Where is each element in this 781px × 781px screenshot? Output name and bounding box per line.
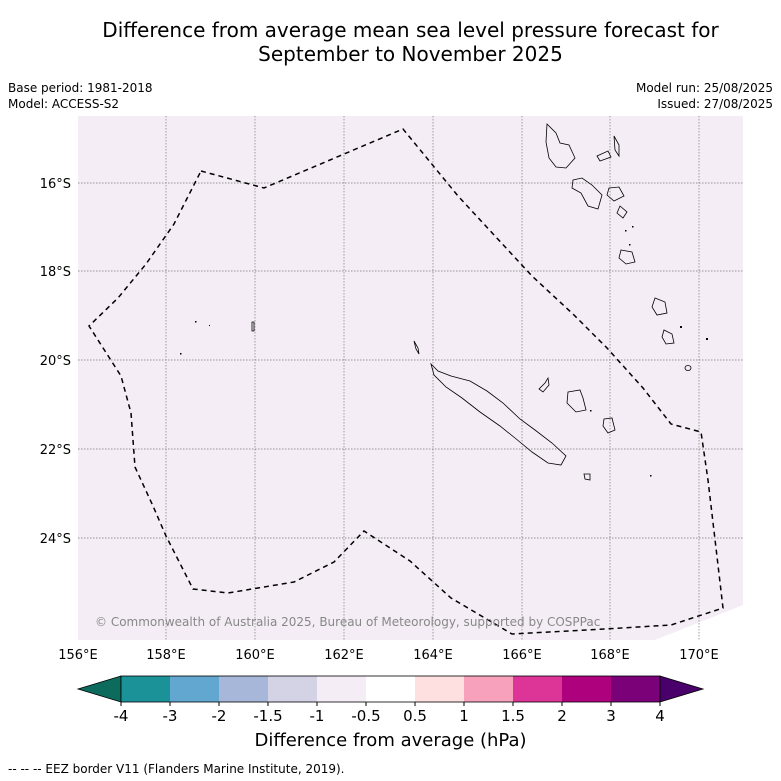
ambae-island — [596, 150, 612, 162]
lon-label: 156°E — [58, 648, 98, 663]
meta-left: Base period: 1981-2018 Model: ACCESS-S2 — [8, 80, 153, 112]
colorbar: -4 -3 -2 -1.5 -1 -0.5 0.5 1 1.5 2 3 4 — [76, 675, 705, 725]
colorbar-tick-label: -0.5 — [351, 707, 380, 725]
meta-right: Model run: 25/08/2025 Issued: 27/08/2025 — [636, 80, 773, 112]
gridlines — [78, 116, 743, 640]
lat-label: 20°S — [40, 354, 71, 369]
colorbar-outline — [120, 675, 661, 703]
ouvea-island — [538, 376, 550, 393]
aneityum-island — [684, 365, 692, 371]
colorbar-swatch — [513, 676, 562, 702]
eez-legend: -- -- -- EEZ border V11 (Flanders Marine… — [8, 762, 345, 776]
colorbar-tick-label: -1 — [310, 707, 325, 725]
lon-label: 170°E — [679, 648, 719, 663]
lon-label: 168°E — [590, 648, 630, 663]
ambrym-island — [606, 186, 625, 202]
colorbar-swatch — [219, 676, 268, 702]
erromango-island — [651, 297, 668, 316]
colorbar-extend-max — [659, 675, 705, 703]
colorbar-tick-label: -4 — [114, 707, 129, 725]
lon-label: 158°E — [146, 648, 186, 663]
colorbar-swatch — [611, 676, 660, 702]
colorbar-swatch — [268, 676, 317, 702]
lon-label: 160°E — [235, 648, 275, 663]
colorbar-swatch — [317, 676, 366, 702]
new-caledonia-island — [430, 362, 567, 466]
colorbar-swatch — [170, 676, 219, 702]
title-line-2: September to November 2025 — [258, 42, 563, 66]
colorbar-swatch — [366, 676, 415, 702]
lat-label: 16°S — [40, 177, 71, 192]
colorbar-tick-label: 2 — [557, 707, 567, 725]
map-edge-corner — [655, 605, 743, 640]
lat-label: 22°S — [40, 443, 71, 458]
efate-island — [618, 249, 636, 265]
colorbar-swatch — [121, 676, 170, 702]
small-islets — [180, 226, 708, 477]
colorbar-tick-label: -3 — [163, 707, 178, 725]
tanna-island — [661, 329, 675, 345]
lat-label: 24°S — [40, 532, 71, 547]
colorbar-tick-label: 1.5 — [501, 707, 525, 725]
maewo-island — [613, 135, 620, 158]
map-title: Difference from average mean sea level p… — [0, 18, 781, 66]
colorbar-tick-label: 1 — [459, 707, 469, 725]
espiritu-santo-island — [545, 123, 576, 169]
malakula-island — [571, 177, 603, 210]
colorbar-swatch — [415, 676, 464, 702]
lon-label: 162°E — [324, 648, 364, 663]
lon-label: 164°E — [413, 648, 453, 663]
title-line-1: Difference from average mean sea level p… — [102, 18, 719, 42]
colorbar-tick-label: 4 — [655, 707, 665, 725]
isle-of-pines — [583, 473, 591, 481]
copyright-text: © Commonwealth of Australia 2025, Bureau… — [95, 615, 600, 629]
chesterfield-reef — [251, 321, 255, 332]
epi-island — [616, 205, 628, 219]
colorbar-tick-label: -2 — [212, 707, 227, 725]
model-run: Model run: 25/08/2025 — [635, 81, 773, 95]
colorbar-tick-label: 3 — [606, 707, 616, 725]
colorbar-tick-label: 0.5 — [403, 707, 427, 725]
lifou-island — [566, 389, 587, 413]
colorbar-extend-min — [76, 675, 122, 703]
base-period: Base period: 1981-2018 — [8, 81, 153, 95]
eez-border — [88, 128, 724, 635]
map-area[interactable] — [78, 116, 743, 640]
mare-island — [602, 417, 616, 434]
issued-date: Issued: 27/08/2025 — [657, 97, 773, 111]
colorbar-tick-label: -1.5 — [253, 707, 282, 725]
colorbar-swatch — [562, 676, 611, 702]
colorbar-title: Difference from average (hPa) — [254, 730, 527, 751]
model-name: Model: ACCESS-S2 — [8, 97, 120, 111]
belep-islands — [413, 340, 420, 355]
lon-label: 166°E — [502, 648, 542, 663]
lat-label: 18°S — [40, 265, 71, 280]
longitude-labels: 156°E 158°E 160°E 162°E 164°E 166°E 168°E 170°E — [58, 648, 719, 663]
latitude-labels: 16°S 18°S 20°S 22°S 24°S — [40, 177, 71, 547]
colorbar-swatch — [464, 676, 513, 702]
